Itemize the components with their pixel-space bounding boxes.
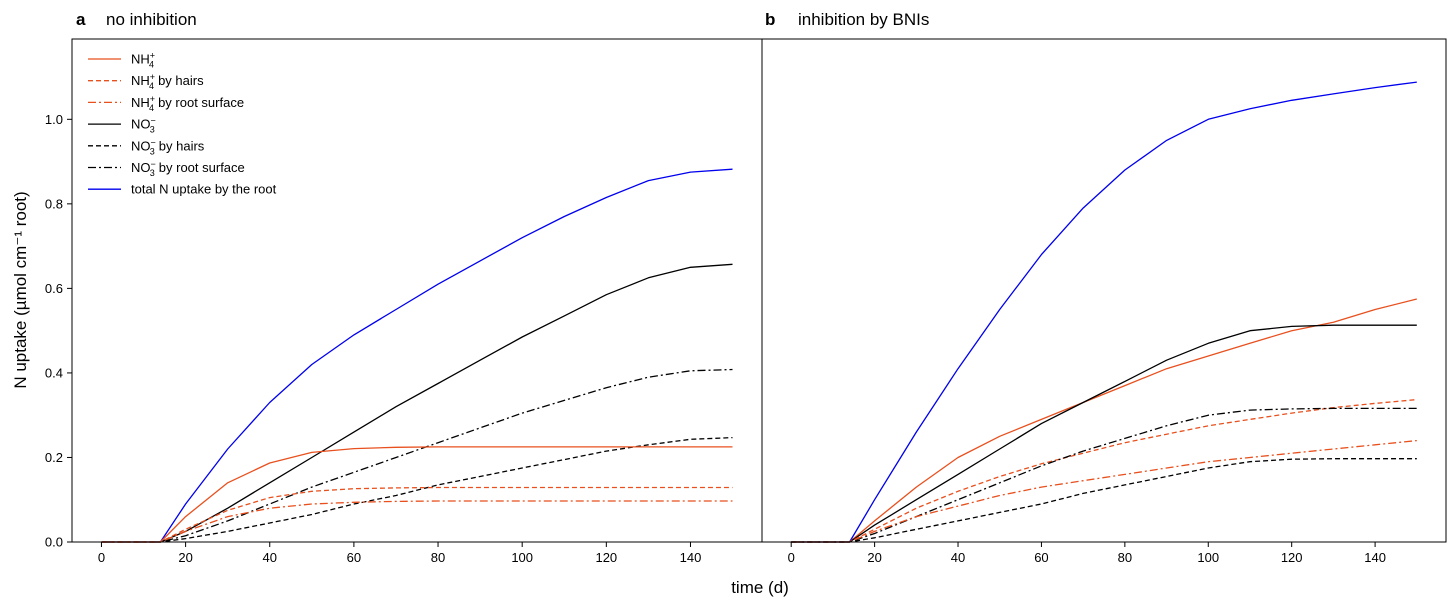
x-tick-label: 0	[98, 550, 105, 565]
series-line-no3_hairs	[791, 458, 1417, 543]
x-tick-label: 20	[867, 550, 881, 565]
series-line-nh4	[101, 446, 733, 543]
y-tick-label: 1.0	[45, 112, 63, 127]
series-line-nh4_surface	[791, 439, 1417, 543]
series-line-nh4_hairs	[101, 486, 733, 543]
x-tick-label: 60	[347, 550, 361, 565]
legend-label-no3_hairs: NO− 3 by hairs	[131, 137, 205, 156]
panel-title-b: inhibition by BNIs	[798, 10, 929, 29]
series-line-no3_surface	[101, 368, 733, 543]
series-line-nh4_hairs	[791, 398, 1417, 543]
legend: NH+ 4 NH+ 4 by hairs NH+ 4 by root surface NO− 3 N…	[88, 51, 277, 197]
x-tick-label: 40	[263, 550, 277, 565]
y-tick-label: 0.4	[45, 365, 63, 380]
series-line-nh4_surface	[101, 500, 733, 543]
panel-a: a no inhibition 0 20 40 60 80 100 120 140 0.0 0.2 0.…	[45, 10, 763, 565]
x-tick-label: 80	[431, 550, 445, 565]
legend-label-total: total N uptake by the root	[131, 182, 277, 197]
x-tick-label: 120	[1281, 550, 1303, 565]
panel-letter-b: b	[765, 10, 775, 29]
y-axis-label: N uptake (µmol cm⁻¹ root)	[11, 191, 30, 388]
panel-letter-a: a	[76, 10, 86, 29]
series-line-no3_hairs	[101, 436, 733, 543]
x-tick-label: 100	[1197, 550, 1219, 565]
x-tick-label: 140	[680, 550, 702, 565]
panel-title-a: no inhibition	[106, 10, 197, 29]
plot-frame	[761, 38, 1447, 543]
series-line-no3	[101, 263, 733, 543]
y-tick-label: 0.6	[45, 281, 63, 296]
series-line-no3_surface	[791, 407, 1417, 543]
x-tick-label: 120	[595, 550, 617, 565]
y-tick-label: 0.2	[45, 450, 63, 465]
series-line-nh4	[791, 298, 1417, 543]
legend-label-no3_surface: NO− 3 by root surface	[131, 159, 245, 178]
legend-label-nh4: NH+ 4	[131, 51, 155, 70]
x-tick-label: 140	[1364, 550, 1386, 565]
panel-b: b inhibition by BNIs 0 20 40 60 80 100 120 140	[761, 10, 1447, 565]
legend-label-nh4_hairs: NH+ 4 by hairs	[131, 72, 204, 91]
series-line-no3	[791, 324, 1417, 543]
x-tick-label: 20	[178, 550, 192, 565]
y-tick-label: 0.8	[45, 196, 63, 211]
x-tick-label: 100	[511, 550, 533, 565]
series-line-total	[791, 81, 1417, 543]
x-tick-label: 0	[788, 550, 795, 565]
y-tick-label: 0.0	[45, 535, 63, 550]
x-tick-label: 80	[1118, 550, 1132, 565]
legend-label-nh4_surface: NH+ 4 by root surface	[131, 94, 244, 113]
legend-label-no3: NO− 3	[131, 116, 156, 135]
x-tick-label: 60	[1034, 550, 1048, 565]
x-tick-label: 40	[951, 550, 965, 565]
series-line-total	[101, 168, 733, 543]
plot-frame	[71, 38, 763, 543]
x-axis-label: time (d)	[731, 578, 789, 597]
